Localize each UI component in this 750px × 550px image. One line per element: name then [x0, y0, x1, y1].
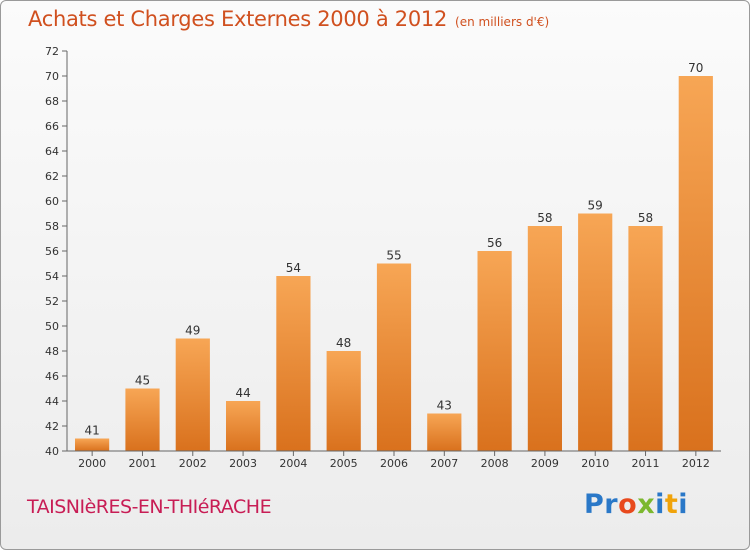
logo-letter: r	[604, 489, 619, 520]
bar	[678, 76, 713, 451]
bar	[628, 226, 663, 451]
x-tick-label: 2002	[179, 457, 207, 470]
chart-subtitle: (en milliers d'€)	[455, 15, 550, 29]
x-tick-label: 2004	[279, 457, 307, 470]
x-tick-label: 2001	[128, 457, 156, 470]
y-tick-label: 54	[45, 270, 59, 283]
logo-letter: P	[584, 489, 605, 520]
data-label: 44	[235, 386, 250, 400]
chart-title: Achats et Charges Externes 2000 à 2012 (e…	[28, 7, 549, 31]
logo-letter: o	[618, 489, 638, 520]
bar	[175, 338, 210, 451]
y-tick-label: 58	[45, 220, 59, 233]
x-tick-label: 2000	[78, 457, 106, 470]
logo-letter: i	[678, 489, 689, 520]
x-tick-label: 2006	[380, 457, 408, 470]
x-tick-label: 2008	[481, 457, 509, 470]
proxiti-logo: Proxiti	[584, 489, 688, 520]
data-label: 55	[386, 249, 401, 263]
y-tick-label: 46	[45, 370, 59, 383]
x-tick-label: 2011	[632, 457, 660, 470]
y-tick-label: 68	[45, 95, 59, 108]
y-tick-label: 44	[45, 395, 59, 408]
y-tick-label: 62	[45, 170, 59, 183]
x-tick-label: 2010	[581, 457, 609, 470]
bar	[226, 401, 261, 451]
y-tick-label: 60	[45, 195, 59, 208]
data-label: 49	[185, 324, 200, 338]
bar	[75, 438, 110, 451]
data-label: 43	[437, 399, 452, 413]
x-tick-label: 2012	[682, 457, 710, 470]
bar	[276, 276, 311, 451]
y-tick-label: 42	[45, 420, 59, 433]
data-label: 58	[638, 211, 653, 225]
data-label: 58	[537, 211, 552, 225]
logo-letter: i	[655, 489, 665, 520]
bar	[578, 213, 613, 451]
commune-name: TAISNIèRES-EN-THIéRACHE	[27, 496, 272, 518]
y-tick-label: 66	[45, 120, 59, 133]
y-tick-label: 50	[45, 320, 59, 333]
data-label: 41	[85, 424, 100, 438]
bar	[477, 251, 512, 451]
y-tick-label: 70	[45, 70, 59, 83]
logo-letter: t	[664, 489, 679, 520]
data-label: 48	[336, 336, 351, 350]
data-label: 45	[135, 374, 150, 388]
y-tick-label: 56	[45, 245, 59, 258]
y-tick-label: 52	[45, 295, 59, 308]
y-tick-label: 64	[45, 145, 59, 158]
data-label: 59	[588, 199, 603, 213]
bar	[326, 351, 361, 451]
y-tick-label: 72	[45, 45, 59, 58]
x-tick-label: 2003	[229, 457, 257, 470]
x-tick-label: 2009	[531, 457, 559, 470]
data-label: 54	[286, 261, 301, 275]
logo-letter: x	[637, 489, 656, 520]
bar	[125, 388, 160, 451]
bar	[427, 413, 462, 451]
x-tick-label: 2007	[430, 457, 458, 470]
bar	[376, 263, 412, 451]
data-label: 70	[688, 61, 703, 75]
x-tick-label: 2005	[330, 457, 358, 470]
bar	[527, 226, 562, 451]
y-tick-label: 48	[45, 345, 59, 358]
y-tick-label: 40	[45, 445, 59, 458]
data-label: 56	[487, 236, 502, 250]
chart-title-text: Achats et Charges Externes 2000 à 2012	[28, 7, 448, 31]
